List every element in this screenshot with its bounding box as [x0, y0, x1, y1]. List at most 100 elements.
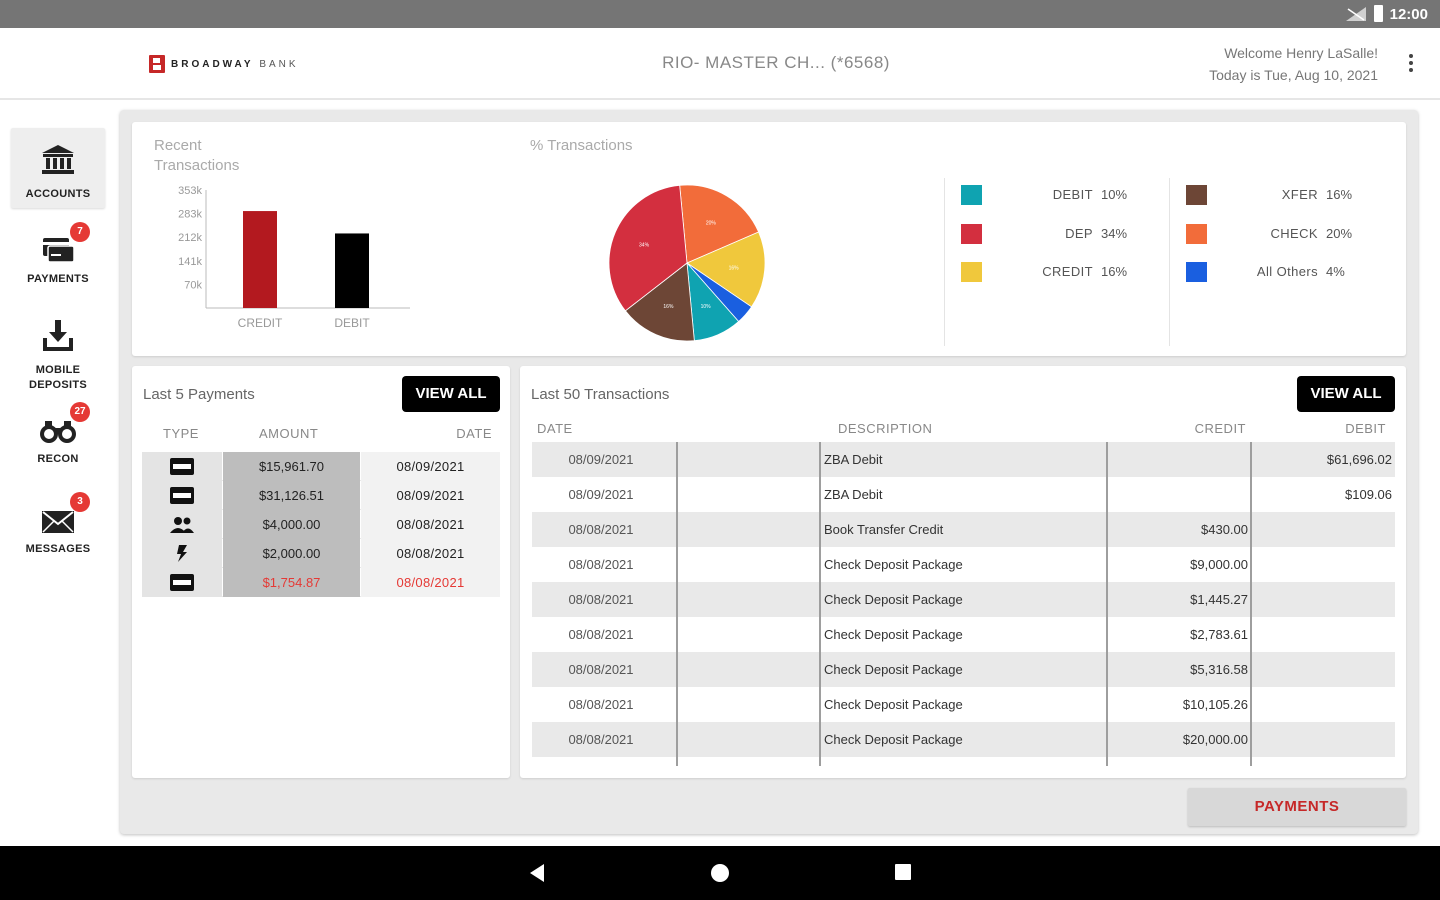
table-row[interactable]: 08/08/2021 Check Deposit Package $1,445.… [532, 582, 1395, 617]
tx-description: ZBA Debit [824, 452, 883, 467]
bar-credit [243, 211, 277, 308]
sidebar-item-label: MOBILE DEPOSITS [11, 363, 105, 393]
payment-amount: $2,000.00 [223, 539, 360, 568]
legend-swatch [1186, 262, 1207, 282]
binoculars-icon [40, 421, 76, 443]
sidebar-item-label: PAYMENTS [27, 273, 89, 285]
table-row[interactable]: 08/08/2021 Check Deposit Package $20,000… [532, 722, 1395, 757]
sidebar-item-payments[interactable]: 7 PAYMENTS [11, 222, 105, 287]
column-divider [676, 442, 678, 766]
lightning-icon [177, 545, 187, 562]
sidebar-item-accounts[interactable]: ACCOUNTS [11, 128, 105, 208]
envelope-icon [42, 511, 74, 533]
legend-swatch [1186, 185, 1207, 205]
recent-transactions-bar-chart: 70k 141k 212k 283k 353k CREDIT DEBIT [178, 185, 410, 330]
system-nav-bar [0, 846, 1440, 900]
payments-badge: 7 [70, 222, 90, 242]
ach-icon [170, 458, 194, 475]
pie-slice-label: 10% [701, 304, 712, 310]
pie-slice-check [679, 184, 760, 264]
signal-icon [1346, 7, 1366, 21]
payment-row[interactable]: $2,000.00 08/08/2021 [142, 539, 500, 568]
payment-row[interactable]: $1,754.87 08/08/2021 [142, 568, 500, 597]
back-icon[interactable] [528, 863, 546, 883]
legend-item-check: CHECK 20% [1186, 223, 1366, 245]
home-icon[interactable] [710, 863, 730, 883]
pie-slice-label: 16% [663, 304, 674, 310]
payments-view-all-button[interactable]: VIEW ALL [402, 376, 500, 412]
tx-description: Check Deposit Package [824, 627, 963, 642]
tx-debit: $109.06 [1345, 487, 1392, 502]
transactions-table: 08/09/2021 ZBA Debit $61,696.02 08/09/20… [532, 442, 1395, 766]
legend-swatch [961, 262, 982, 282]
payment-amount: $1,754.87 [223, 568, 360, 597]
pie-slice-label: 34% [639, 242, 650, 248]
legend-value: 34% [1101, 226, 1128, 241]
legend-label: DEBIT [1052, 187, 1093, 202]
table-row[interactable]: 08/08/2021 Check Deposit Package $5,316.… [532, 652, 1395, 687]
payment-date: 08/08/2021 [361, 539, 500, 568]
sidebar-item-label: RECON [37, 453, 79, 465]
label-line-1: MOBILE [35, 364, 81, 376]
y-tick-label: 212k [178, 232, 202, 244]
messages-icon-wrap: 3 [40, 492, 90, 538]
tx-description: Check Deposit Package [824, 592, 963, 607]
tx-description: Check Deposit Package [824, 697, 963, 712]
bank-icon [42, 145, 74, 174]
label-line-2: DEPOSITS [28, 379, 88, 391]
status-time: 12:00 [1389, 6, 1428, 23]
bank-logo[interactable]: BROADWAY BANK [149, 54, 299, 74]
table-row[interactable]: 08/09/2021 ZBA Debit $109.06 [532, 477, 1395, 512]
column-divider [819, 442, 821, 766]
column-divider [1106, 442, 1108, 766]
logo-brand: BROADWAY [171, 58, 254, 70]
legend-swatch [961, 224, 982, 244]
tx-col-description: DESCRIPTION [838, 421, 933, 436]
welcome-text: Welcome Henry LaSalle! [1224, 45, 1378, 61]
table-row[interactable]: 08/08/2021 Check Deposit Package $10,105… [532, 687, 1395, 722]
payments-button[interactable]: PAYMENTS [1188, 788, 1406, 826]
legend-label: DEP [1065, 226, 1093, 241]
legend-value: 10% [1101, 187, 1128, 202]
logo-suffix: BANK [259, 58, 299, 70]
payment-row[interactable]: $31,126.51 08/09/2021 [142, 481, 500, 510]
account-selector[interactable]: RIO- MASTER CH... (*6568) [662, 53, 890, 72]
sidebar-item-messages[interactable]: 3 MESSAGES [11, 492, 105, 557]
sidebar: ACCOUNTS 7 PAYMENTS MOBILE DEPOSITS [0, 102, 105, 846]
pie-title: % Transactions [530, 137, 633, 154]
payment-row[interactable]: $4,000.00 08/08/2021 [142, 510, 500, 539]
payments-col-amount: AMOUNT [259, 426, 319, 441]
legend-item-xfer: XFER 16% [1186, 184, 1366, 206]
tx-col-date: DATE [537, 421, 573, 436]
legend-value: 4% [1326, 264, 1345, 279]
people-icon [170, 517, 194, 533]
overflow-menu-icon[interactable] [1408, 54, 1414, 74]
ach-icon [170, 487, 194, 504]
sidebar-item-mobile-deposits[interactable]: MOBILE DEPOSITS [11, 318, 105, 393]
table-row[interactable]: 08/08/2021 Book Transfer Credit $430.00 [532, 512, 1395, 547]
tx-credit: $5,316.58 [1190, 662, 1248, 677]
tx-date: 08/08/2021 [568, 627, 634, 642]
transactions-view-all-button[interactable]: VIEW ALL [1297, 376, 1395, 412]
tx-credit: $20,000.00 [1182, 732, 1248, 747]
legend-label: CHECK [1270, 226, 1318, 241]
y-tick-label: 283k [178, 208, 202, 220]
table-row[interactable]: 08/08/2021 Check Deposit Package $2,783.… [532, 617, 1395, 652]
last-payments-card: Last 5 Payments VIEW ALL TYPE AMOUNT DAT… [132, 366, 510, 778]
x-tick-label: DEBIT [334, 316, 370, 330]
summary-card: Recent Transactions 70k 141k 212k 283k 353k C… [132, 122, 1406, 356]
column-divider [1250, 442, 1252, 766]
payments-icon [43, 238, 75, 263]
payment-type-cell [142, 568, 222, 597]
tx-date: 08/08/2021 [568, 662, 634, 677]
y-tick-label: 70k [184, 280, 202, 292]
transactions-pie-chart: 20% 16% 10% 16% 34% [608, 184, 766, 342]
payments-list: $15,961.70 08/09/2021 $31,126.51 08/09/2… [142, 452, 500, 597]
recent-transactions-title: Recent Transactions [154, 136, 239, 176]
table-row[interactable]: 08/08/2021 Check Deposit Package $9,000.… [532, 547, 1395, 582]
sidebar-item-recon[interactable]: 27 RECON [11, 402, 105, 467]
table-row[interactable]: 08/09/2021 ZBA Debit $61,696.02 [532, 442, 1395, 477]
recents-icon[interactable] [894, 863, 912, 881]
payment-row[interactable]: $15,961.70 08/09/2021 [142, 452, 500, 481]
tx-date: 08/09/2021 [568, 452, 634, 467]
